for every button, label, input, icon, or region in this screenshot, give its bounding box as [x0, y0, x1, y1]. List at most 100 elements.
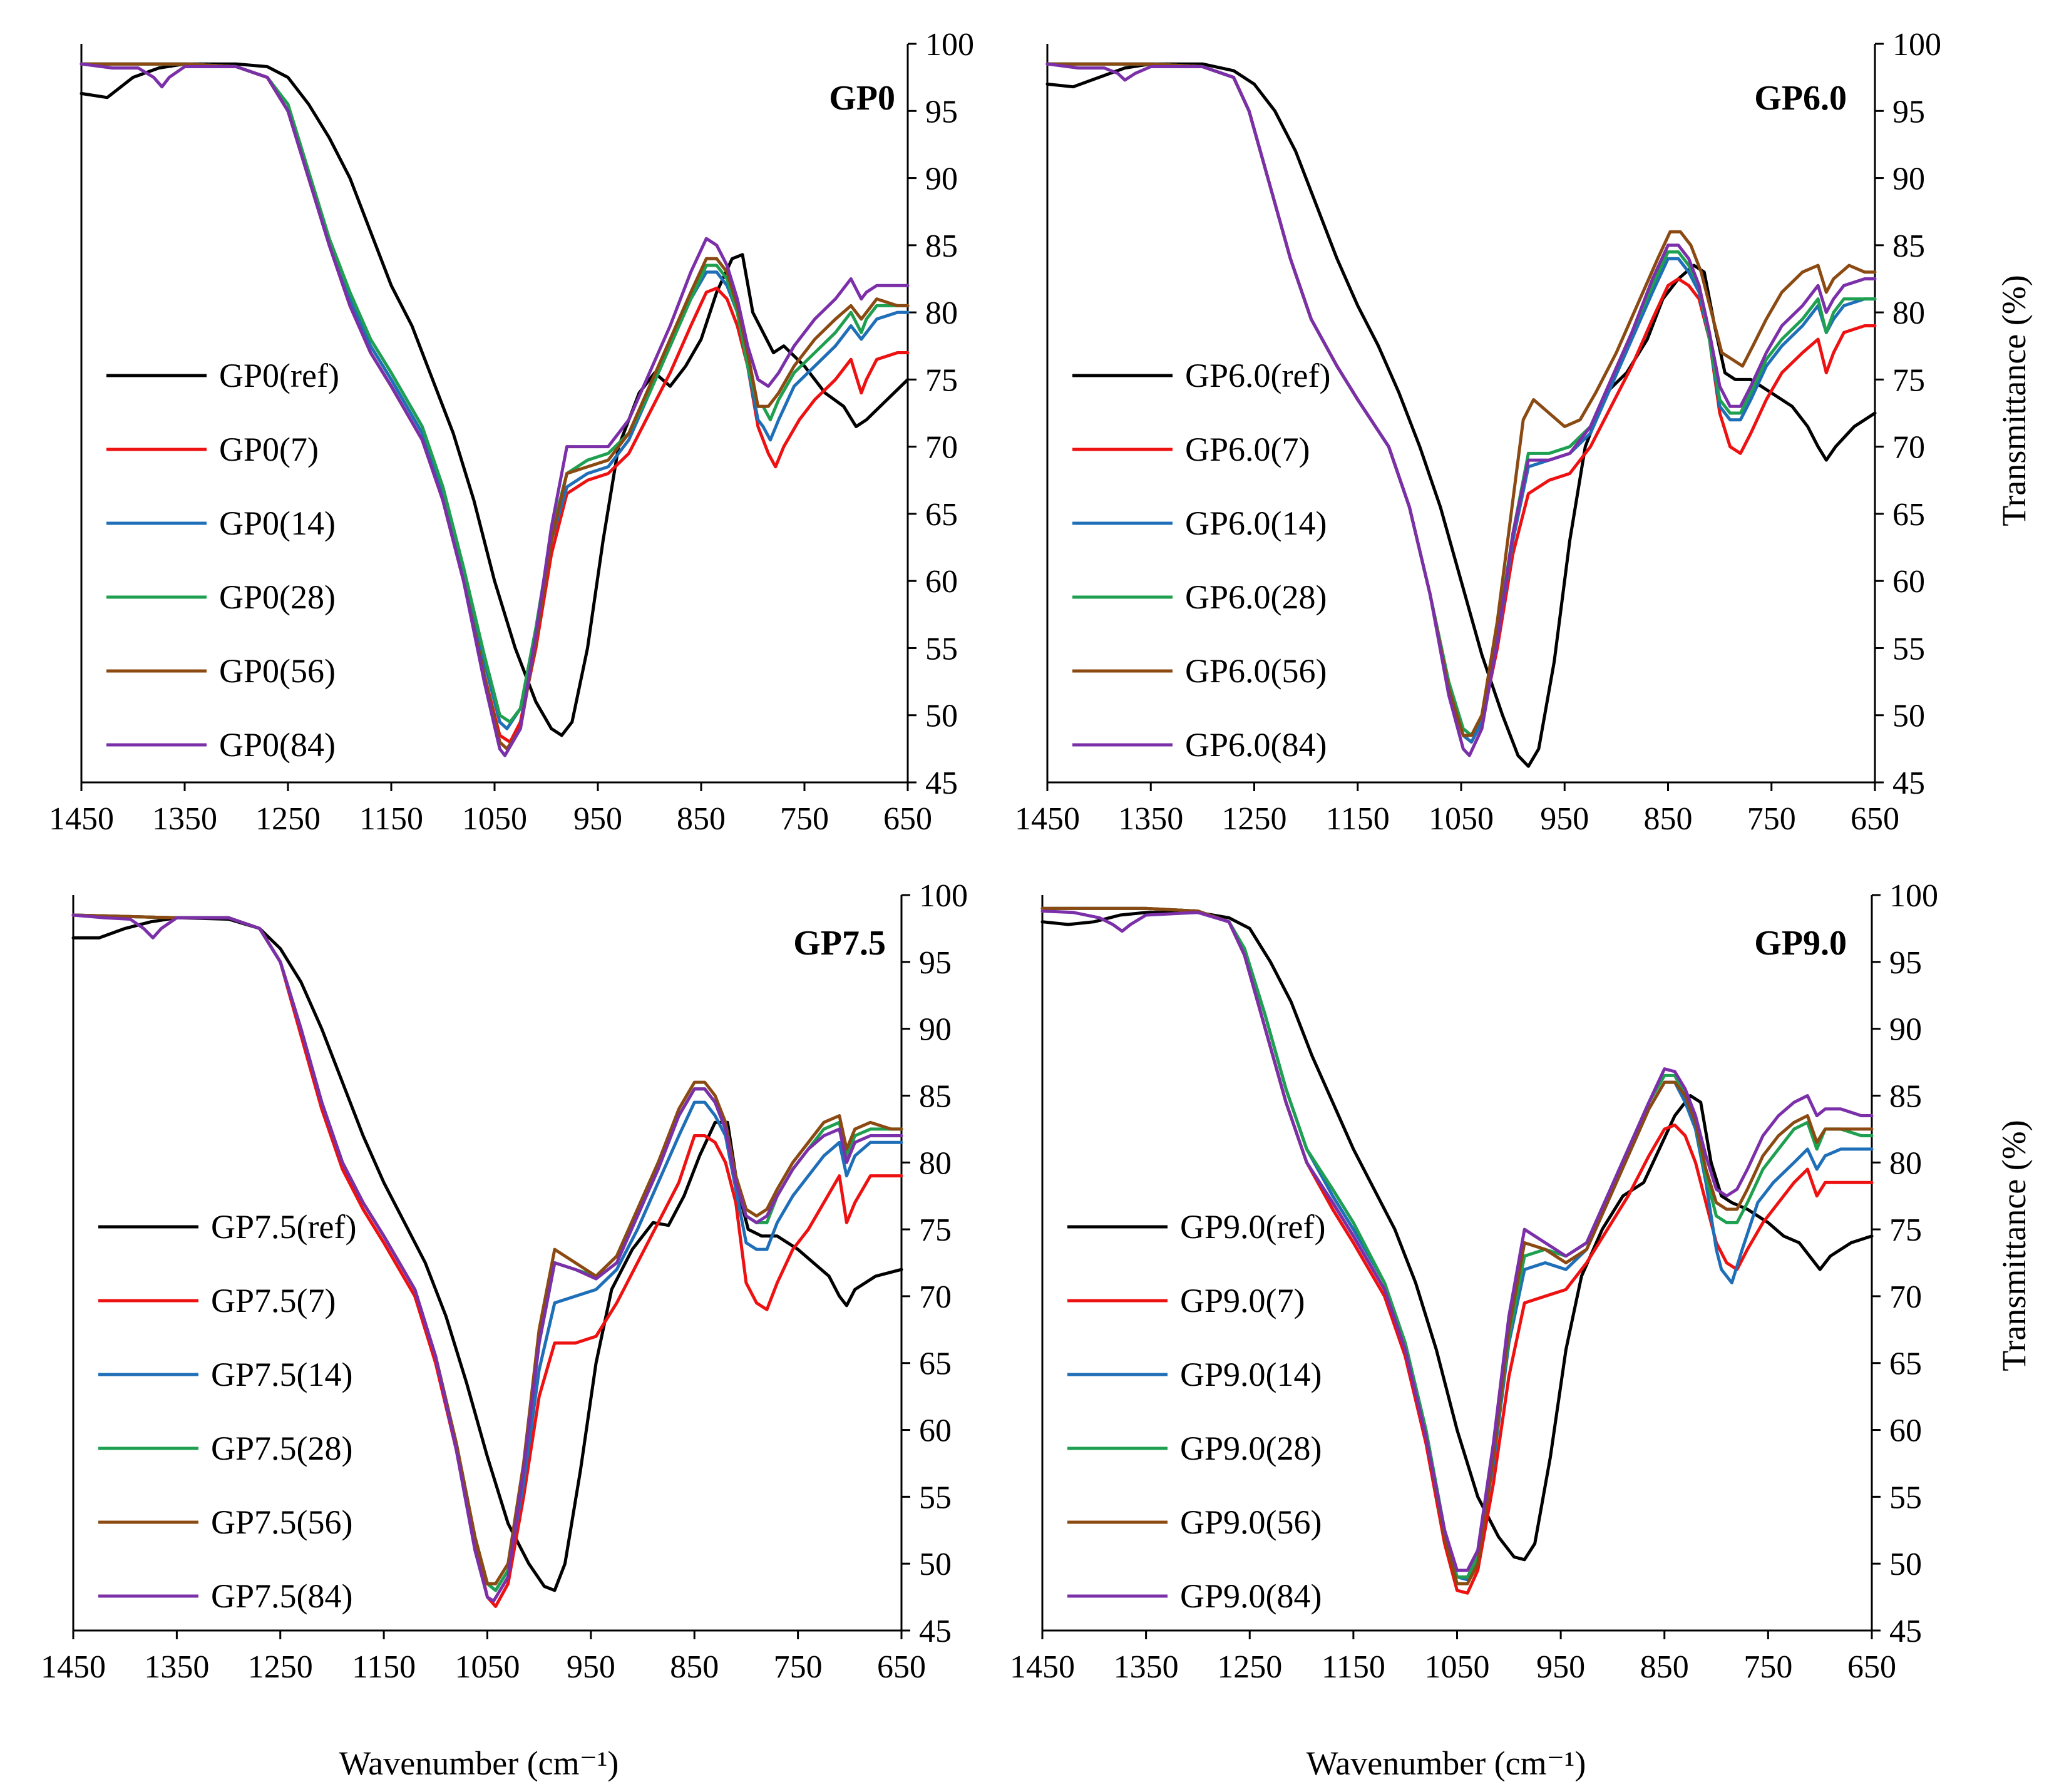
legend-label-28: GP6.0(28) — [1185, 578, 1327, 616]
y-tick-label: 60 — [919, 1413, 952, 1449]
x-tick-label: 950 — [573, 801, 622, 837]
y-tick-label: 95 — [1889, 945, 1922, 981]
y-tick-label: 55 — [925, 631, 958, 667]
x-tick-label: 1450 — [49, 801, 114, 837]
x-tick-label: 1150 — [359, 801, 423, 837]
legend-label-ref: GP7.5(ref) — [211, 1208, 356, 1246]
y-tick-label: 60 — [1889, 1413, 1922, 1449]
legend-label-14: GP6.0(14) — [1185, 504, 1327, 542]
x-tick-label: 1250 — [1217, 1649, 1282, 1685]
panel-title: GP7.5 — [793, 924, 886, 963]
legend-label-ref: GP0(ref) — [219, 357, 339, 394]
x-tick-label: 1350 — [152, 801, 217, 837]
y-tick-label: 80 — [919, 1145, 952, 1181]
y-tick-label: 80 — [925, 295, 958, 331]
legend-label-84: GP0(84) — [219, 726, 336, 764]
panel-title: GP9.0 — [1754, 924, 1847, 963]
y-tick-label: 100 — [919, 878, 968, 914]
x-tick-label: 1350 — [1118, 801, 1183, 837]
y-tick-label: 95 — [1892, 94, 1925, 130]
x-tick-label: 1150 — [352, 1649, 416, 1685]
series-line-84 — [71, 913, 903, 1603]
legend-label-28: GP7.5(28) — [211, 1430, 353, 1467]
series-line-ref — [71, 916, 903, 1592]
legend-label-7: GP9.0(7) — [1180, 1282, 1305, 1319]
series-line-84 — [1045, 62, 1877, 757]
panel-title: GP0 — [829, 79, 895, 118]
y-tick-label: 85 — [925, 228, 958, 264]
panel-gp7-5: GP7.5 Wavenumber (cm⁻¹) 1450 1350 1250 1150… — [41, 878, 968, 1782]
x-tick-label: 1450 — [1015, 801, 1080, 837]
x-tick-label: 650 — [883, 801, 932, 837]
series-line-ref — [80, 62, 910, 737]
series-line-14 — [80, 62, 910, 730]
y-tick-label: 100 — [1889, 878, 1938, 914]
y-tick-label: 65 — [1889, 1346, 1922, 1382]
legend-label-7: GP7.5(7) — [211, 1282, 336, 1319]
y-tick-label: 100 — [925, 27, 974, 63]
legend-label-56: GP9.0(56) — [1180, 1503, 1322, 1541]
y-tick-label: 55 — [1889, 1480, 1922, 1515]
y-tick-label: 50 — [1892, 699, 1925, 734]
y-tick-label: 55 — [1892, 631, 1925, 667]
y-tick-label: 50 — [919, 1547, 952, 1582]
x-tick-label: 750 — [1747, 801, 1796, 837]
series-line-ref — [1045, 62, 1877, 768]
y-axis-label: Transmittance (%) — [1995, 275, 2033, 526]
x-tick-label: 1150 — [1326, 801, 1390, 837]
series-line-7 — [71, 913, 903, 1608]
y-tick-label: 85 — [919, 1078, 952, 1114]
y-tick-label: 60 — [1892, 564, 1925, 600]
legend-label-7: GP0(7) — [219, 431, 319, 468]
x-tick-label: 850 — [670, 1649, 719, 1685]
y-tick-label: 85 — [1892, 228, 1925, 264]
legend-label-56: GP6.0(56) — [1185, 652, 1327, 690]
y-tick-label: 95 — [925, 94, 958, 130]
x-tick-label: 950 — [1540, 801, 1589, 837]
y-tick-label: 65 — [925, 497, 958, 533]
x-tick-label: 750 — [780, 801, 829, 837]
legend-label-56: GP7.5(56) — [211, 1503, 353, 1541]
x-tick-label: 1450 — [41, 1649, 106, 1685]
y-tick-label: 80 — [1889, 1145, 1922, 1181]
y-tick-label: 75 — [1892, 362, 1925, 398]
legend-label-14: GP7.5(14) — [211, 1356, 353, 1393]
x-tick-label: 1350 — [1114, 1649, 1179, 1685]
legend-label-56: GP0(56) — [219, 652, 336, 690]
y-tick-label: 65 — [1892, 497, 1925, 533]
y-tick-label: 90 — [1892, 161, 1925, 197]
legend-label-28: GP9.0(28) — [1180, 1430, 1322, 1467]
y-tick-label: 45 — [925, 765, 958, 801]
legend-label-7: GP6.0(7) — [1185, 431, 1310, 468]
y-tick-label: 90 — [919, 1012, 952, 1048]
y-tick-label: 75 — [919, 1212, 952, 1248]
x-tick-label: 1050 — [1429, 801, 1494, 837]
y-tick-label: 65 — [919, 1346, 952, 1382]
y-axis-label: Transmittance (%) — [1995, 1120, 2033, 1371]
x-tick-label: 1050 — [455, 1649, 520, 1685]
y-tick-label: 85 — [1889, 1078, 1922, 1114]
series-line-28 — [80, 62, 910, 724]
x-tick-label: 1050 — [1425, 1649, 1490, 1685]
x-tick-label: 1250 — [248, 1649, 313, 1685]
x-tick-label: 650 — [1847, 1649, 1896, 1685]
x-axis-label: Wavenumber (cm⁻¹) — [1307, 1744, 1586, 1782]
x-tick-label: 1250 — [255, 801, 321, 837]
series-line-84 — [80, 62, 910, 757]
y-tick-label: 75 — [1889, 1212, 1922, 1248]
series-line-84 — [1040, 909, 1874, 1572]
x-tick-label: 750 — [774, 1649, 823, 1685]
x-tick-label: 950 — [1536, 1649, 1585, 1685]
x-tick-label: 1450 — [1010, 1649, 1075, 1685]
x-tick-label: 1050 — [462, 801, 527, 837]
x-tick-label: 750 — [1743, 1649, 1792, 1685]
panel-title: GP6.0 — [1754, 79, 1847, 118]
legend-label-28: GP0(28) — [219, 578, 336, 616]
legend-label-ref: GP9.0(ref) — [1180, 1208, 1325, 1246]
panel-gp6-0: GP6.0 Transmittance (%) 1450 1350 1250 1150… — [1015, 27, 2033, 837]
x-tick-label: 850 — [1644, 801, 1693, 837]
y-tick-label: 50 — [1889, 1547, 1922, 1582]
